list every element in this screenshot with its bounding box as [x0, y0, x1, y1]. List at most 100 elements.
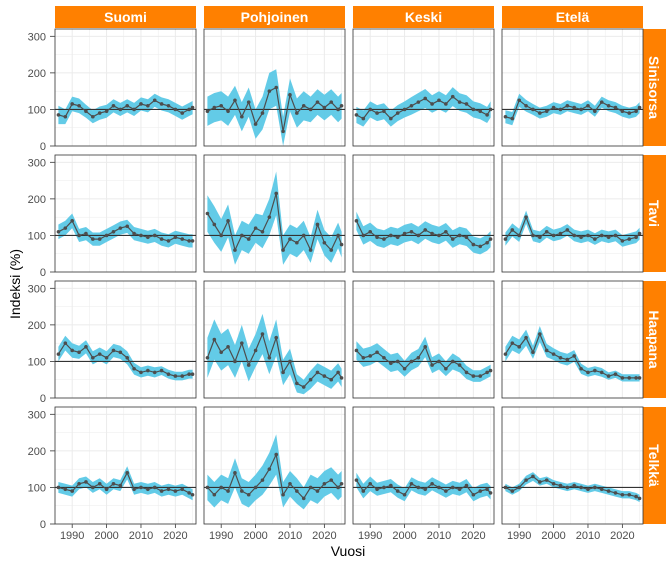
- y-tick-label: 300: [28, 283, 46, 295]
- data-point: [152, 485, 157, 490]
- data-point: [173, 489, 178, 493]
- data-point: [77, 103, 81, 108]
- data-point: [510, 228, 515, 232]
- data-point: [538, 480, 542, 484]
- column-strip: [204, 6, 345, 28]
- panel-border: [54, 154, 197, 273]
- data-point: [423, 487, 428, 492]
- data-point: [430, 481, 434, 486]
- data-point: [544, 109, 549, 114]
- column-strip-label: Suomi: [104, 9, 147, 25]
- data-point: [180, 487, 185, 492]
- data-point: [226, 345, 230, 349]
- data-point: [166, 239, 171, 243]
- data-point: [368, 107, 372, 112]
- data-point: [260, 229, 265, 234]
- data-point: [538, 332, 542, 336]
- panel-tavi-suomi: [54, 154, 197, 273]
- data-point: [510, 489, 515, 493]
- data-point: [253, 226, 258, 230]
- data-point: [572, 105, 577, 110]
- data-point: [329, 248, 334, 252]
- data-point: [361, 233, 366, 238]
- data-point: [538, 111, 542, 115]
- data-point: [77, 233, 81, 238]
- data-point: [606, 489, 611, 493]
- data-point: [606, 235, 611, 240]
- data-point: [146, 487, 150, 492]
- data-point: [132, 487, 136, 492]
- data-point: [152, 98, 157, 103]
- data-point: [551, 352, 556, 356]
- panel-background: [353, 407, 494, 524]
- data-point: [267, 89, 272, 93]
- data-point: [634, 109, 638, 114]
- x-tick-label: 2000: [94, 530, 118, 542]
- data-point: [315, 222, 320, 227]
- data-point: [91, 237, 95, 241]
- data-point: [91, 355, 95, 360]
- data-point: [187, 107, 191, 112]
- data-point: [132, 231, 136, 236]
- data-point: [517, 233, 521, 238]
- data-point: [233, 359, 237, 364]
- panel-border: [352, 406, 495, 525]
- data-point: [295, 240, 299, 245]
- data-point: [531, 350, 535, 355]
- data-point: [634, 494, 638, 499]
- data-point: [274, 335, 279, 340]
- data-point: [524, 478, 528, 482]
- data-point: [620, 376, 625, 380]
- y-tick-label: 0: [40, 393, 46, 405]
- data-point: [565, 357, 570, 362]
- data-point: [260, 478, 265, 482]
- data-point: [159, 368, 164, 373]
- data-point: [118, 483, 123, 488]
- x-tick-label: 2020: [610, 530, 634, 542]
- data-point: [97, 481, 102, 486]
- column-strip: [502, 6, 643, 28]
- data-point: [599, 370, 604, 375]
- data-point: [389, 233, 393, 238]
- data-point: [354, 219, 359, 223]
- panel-haapana-suomi: [54, 280, 197, 399]
- data-point: [132, 366, 136, 371]
- data-point: [97, 111, 102, 115]
- data-point: [139, 233, 143, 238]
- data-point: [485, 113, 489, 117]
- data-point: [219, 103, 223, 108]
- data-point: [409, 359, 414, 364]
- panel-background: [502, 29, 643, 146]
- data-point: [260, 332, 265, 336]
- data-point: [471, 492, 476, 497]
- data-point: [322, 240, 327, 245]
- y-tick-label: 0: [40, 519, 46, 531]
- data-point: [558, 107, 563, 112]
- data-point: [478, 374, 483, 378]
- data-point: [382, 237, 386, 241]
- data-point: [637, 105, 642, 110]
- y-tick-label: 100: [28, 104, 46, 116]
- data-point: [190, 492, 195, 497]
- data-point: [336, 370, 340, 375]
- data-point: [531, 233, 535, 238]
- row-strip-label: Sinisorsa: [646, 56, 662, 119]
- data-point: [281, 370, 285, 375]
- data-point: [146, 368, 150, 373]
- data-point: [444, 366, 448, 371]
- data-point: [565, 485, 570, 490]
- panels-layer: Suomi Pohjoinen Keski Etelä Sinisorsa Tavi Haa…: [28, 6, 666, 542]
- data-point: [339, 242, 344, 247]
- data-point: [464, 370, 469, 375]
- data-point: [118, 350, 123, 355]
- confidence-band: [356, 211, 491, 255]
- panel-telkkä-suomi: [54, 406, 197, 525]
- data-point: [295, 381, 299, 386]
- x-axis-title: Vuosi: [331, 543, 366, 559]
- data-point: [579, 485, 583, 490]
- data-point: [226, 219, 230, 223]
- data-point: [246, 100, 251, 104]
- panel-telkkä-keski: [352, 406, 495, 525]
- data-point: [565, 228, 570, 232]
